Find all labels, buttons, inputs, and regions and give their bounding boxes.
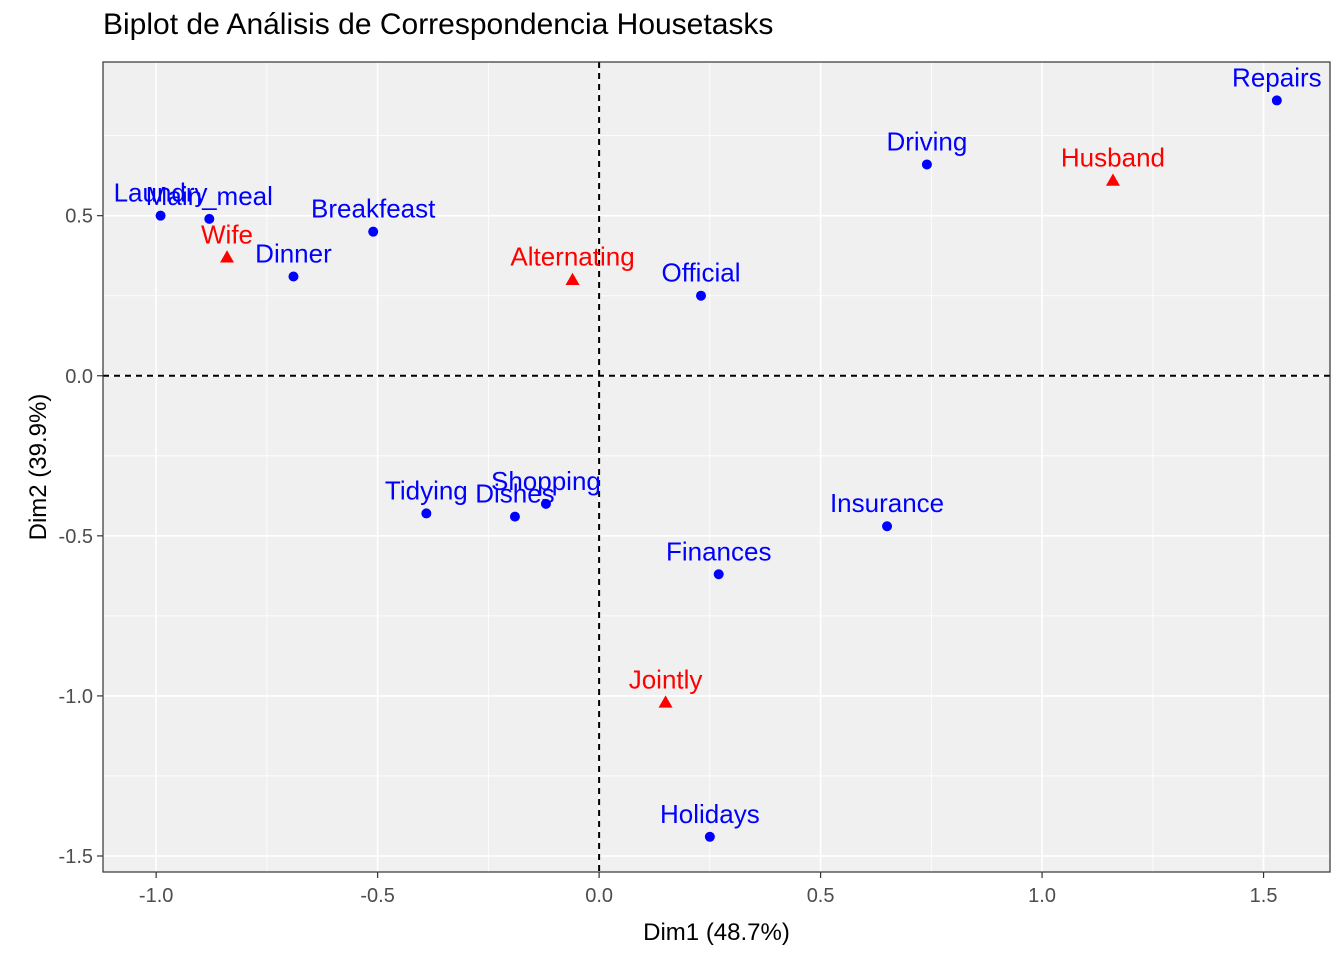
point-laundry	[155, 210, 166, 221]
panel-border	[102, 61, 1331, 873]
chart-title: Biplot de Análisis de Correspondencia Ho…	[103, 8, 774, 41]
label-main-meal: Main_meal	[146, 181, 273, 211]
y-tick-label: -1.0	[59, 686, 93, 708]
point-dishes	[509, 511, 520, 522]
label-alternating: Alternating	[510, 242, 634, 272]
point-official	[695, 290, 706, 301]
point-husband	[1105, 173, 1120, 186]
label-breakfeast: Breakfeast	[311, 194, 436, 224]
point-breakfeast	[368, 226, 379, 237]
point-shopping	[540, 498, 551, 509]
x-tick-label: 1.5	[1250, 885, 1278, 907]
grid-lines	[103, 62, 1330, 872]
label-official: Official	[661, 258, 740, 288]
label-shopping: Shopping	[491, 466, 601, 496]
point-insurance	[882, 521, 893, 532]
y-tick-label: 0.0	[65, 366, 93, 388]
point-driving	[921, 159, 932, 170]
x-tick-label: -1.0	[139, 885, 173, 907]
x-tick-label: 1.0	[1028, 885, 1056, 907]
y-axis-title: Dim2 (39.9%)	[25, 394, 52, 541]
y-tick-label: 0.5	[65, 206, 93, 228]
point-repairs	[1271, 95, 1282, 106]
y-tick-label: -1.5	[59, 846, 93, 868]
point-holidays	[704, 831, 715, 842]
label-finances: Finances	[666, 536, 772, 566]
label-husband: Husband	[1061, 142, 1165, 172]
label-dinner: Dinner	[255, 239, 332, 269]
point-wife	[220, 250, 235, 263]
label-jointly: Jointly	[629, 664, 703, 694]
axes: -1.0 -0.5 0.0 0.5 1.0 1.5 -1.5 -1.0 -0.5 0.0 0.5	[59, 61, 1331, 907]
label-insurance: Insurance	[830, 488, 944, 518]
label-wife: Wife	[201, 219, 253, 249]
x-axis-title: Dim1 (48.7%)	[643, 919, 790, 946]
label-holidays: Holidays	[660, 799, 760, 829]
label-laundry: Laundry	[114, 178, 208, 208]
label-driving: Driving	[886, 126, 967, 156]
label-dishes: Dishes	[475, 479, 554, 509]
point-tidying	[421, 508, 432, 519]
data-points	[155, 95, 1282, 842]
point-jointly	[658, 695, 673, 708]
point-alternating	[565, 272, 580, 285]
x-tick-label: 0.0	[585, 885, 613, 907]
label-tidying: Tidying	[385, 475, 468, 505]
point-main-meal	[204, 213, 215, 224]
x-tick-label: -0.5	[360, 885, 394, 907]
point-finances	[713, 569, 724, 580]
reference-lines	[103, 62, 1330, 872]
label-repairs: Repairs	[1232, 62, 1322, 92]
point-dinner	[288, 271, 299, 282]
plot-panel	[103, 62, 1330, 872]
y-tick-label: -0.5	[59, 526, 93, 548]
x-tick-label: 0.5	[807, 885, 835, 907]
